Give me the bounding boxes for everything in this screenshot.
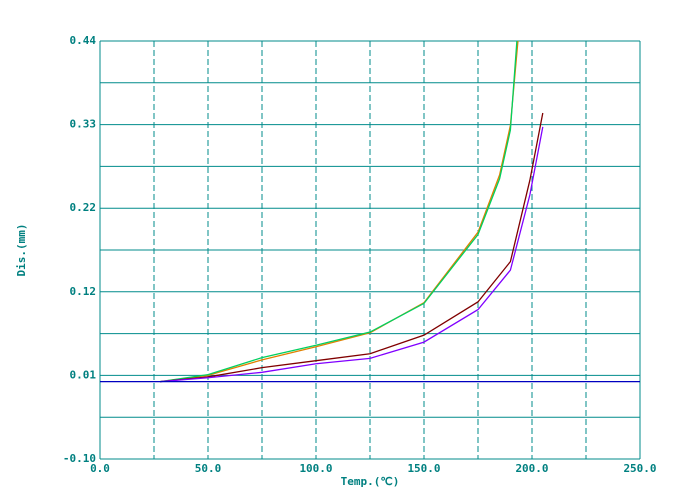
y-tick-label: 0.22 [70,201,97,214]
x-tick-label: 50.0 [195,462,222,475]
data-line [159,40,518,383]
x-tick-label: 0.0 [90,462,110,475]
y-tick-label: 0.12 [70,285,97,298]
y-tick-label: -0.10 [63,452,96,465]
y-tick-label: 0.01 [70,368,97,381]
y-tick-label: 0.44 [70,34,97,47]
data-line [159,40,519,383]
x-tick-label: 250.0 [623,462,656,475]
x-tick-label: 150.0 [407,462,440,475]
x-axis-label: Temp.(℃) [341,475,400,488]
data-line [159,126,544,383]
x-tick-label: 100.0 [299,462,332,475]
data-line [159,112,544,383]
y-axis-label: Dis.(mm) [15,224,28,277]
y-tick-label: 0.33 [70,118,97,131]
x-tick-label: 200.0 [515,462,548,475]
